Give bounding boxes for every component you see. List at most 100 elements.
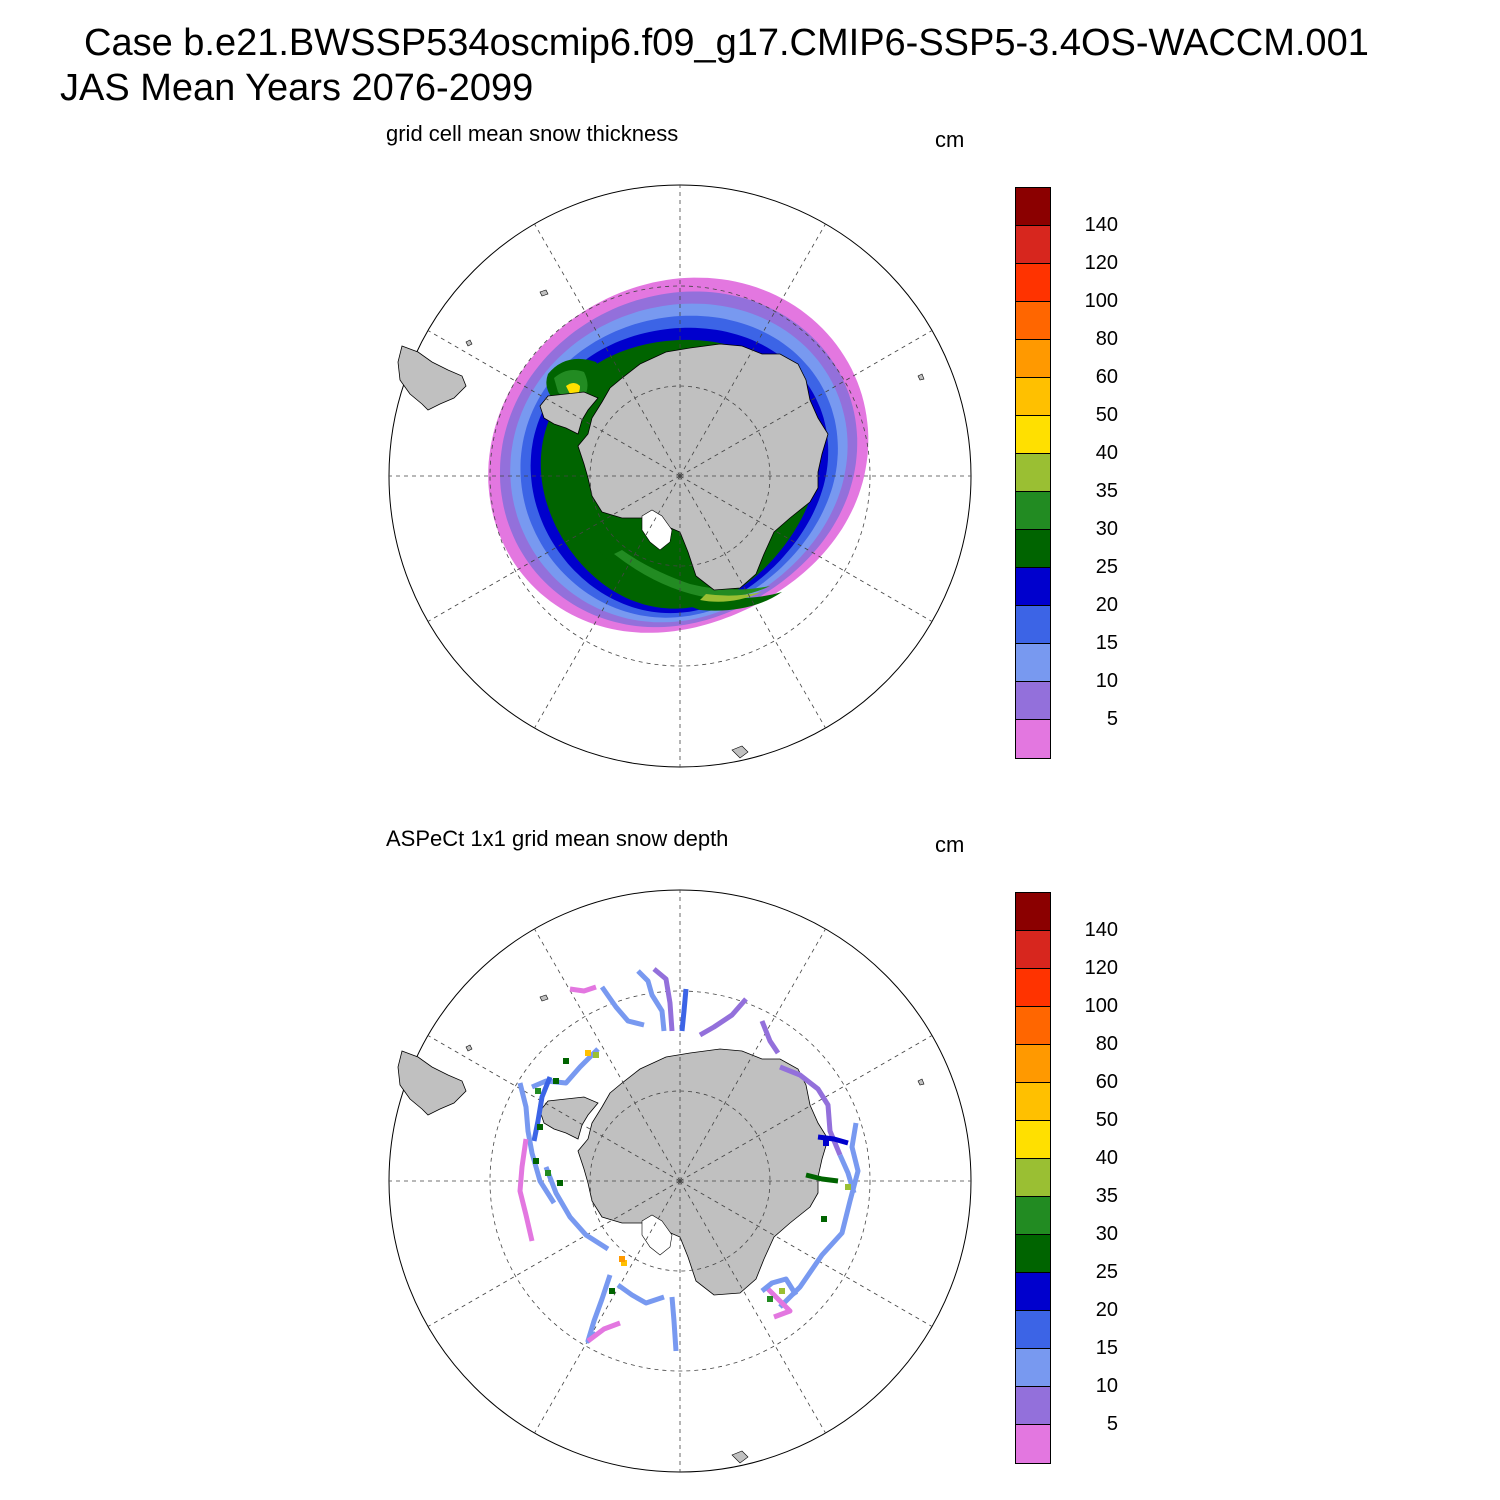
colorbar-tick-label: 140 [1084, 214, 1118, 236]
meridian-line [534, 1180, 681, 1434]
ship-track [679, 988, 689, 1032]
island-kerguelen [917, 373, 925, 381]
amundsen-very-thick-snow [614, 550, 770, 598]
antarctica-landmass [577, 343, 829, 591]
colorbar-tick-label: 100 [1084, 290, 1118, 312]
meridian-line [679, 475, 826, 729]
meridian-line [679, 223, 826, 477]
colorbar-tick-label: 140 [1084, 919, 1118, 941]
colorbar-tick-label: 15 [1095, 1337, 1118, 1359]
colorbar-swatch [1016, 1311, 1050, 1349]
colorbar-tick-label: 10 [1095, 1375, 1118, 1397]
ship-track [778, 1122, 861, 1309]
figure-title-season: JAS Mean Years 2076-2099 [60, 67, 534, 109]
observation-point [537, 1124, 543, 1130]
ship-track [817, 1134, 849, 1146]
colorbar-swatch [1016, 1349, 1050, 1387]
ship-track [652, 967, 675, 1032]
panel-1-units: cm [935, 127, 965, 152]
observation-point [767, 1296, 773, 1302]
colorbar-tick-label: 80 [1095, 328, 1118, 350]
meridian-line [427, 1180, 681, 1327]
colorbar-tick-label: 120 [1084, 252, 1118, 274]
ship-track [636, 969, 667, 1032]
observation-point [609, 1288, 615, 1294]
south-america-landmass [397, 345, 467, 411]
ship-track [531, 1047, 600, 1090]
ship-track [531, 1076, 553, 1142]
observation-point [563, 1058, 569, 1064]
colorbar-tick-label: 50 [1095, 1109, 1118, 1131]
colorbar-swatch [1016, 1425, 1050, 1463]
amundsen-thick-snow [596, 542, 782, 611]
colorbar-swatch [1016, 416, 1050, 454]
south-america-landmass [397, 1050, 467, 1116]
observation-point [533, 1158, 539, 1164]
colorbar-swatch [1016, 1159, 1050, 1197]
meridian-line [427, 330, 681, 477]
ship-track [805, 1172, 839, 1184]
ship-track [586, 1320, 621, 1343]
observation-point [557, 1180, 563, 1186]
meridian-line [679, 928, 826, 1182]
meridian-line [679, 1180, 933, 1327]
observation-point [619, 1256, 625, 1262]
colorbar-swatch [1016, 720, 1050, 758]
meridian-line [534, 928, 681, 1182]
colorbar-tick-label: 5 [1106, 708, 1118, 730]
colorbar-swatch [1016, 1121, 1050, 1159]
colorbar-tick-label: 20 [1095, 594, 1118, 616]
ross-ice-shelf [641, 1214, 673, 1256]
meridian-line [679, 330, 933, 477]
colorbar-tick-label: 25 [1095, 1261, 1118, 1283]
ship-track [517, 1082, 557, 1205]
antarctica-landmass [577, 1048, 829, 1296]
observation-point [821, 1216, 827, 1222]
colorbar-swatch [1016, 188, 1050, 226]
ship-track [517, 1138, 535, 1242]
colorbar-tick-label: 50 [1095, 404, 1118, 426]
colorbar-tick-label: 100 [1084, 995, 1118, 1017]
latitude-circle [489, 990, 871, 1372]
meridian-line [679, 1035, 933, 1182]
observation-point [553, 1078, 559, 1084]
colorbar-swatch [1016, 492, 1050, 530]
antarctic-peninsula [539, 1096, 599, 1140]
amundsen-peak-snow [700, 592, 762, 602]
new-zealand-tip [731, 1450, 749, 1464]
colorbar-swatch [1016, 454, 1050, 492]
colorbar-tick-label: 30 [1095, 518, 1118, 540]
colorbar-swatch [1016, 682, 1050, 720]
observation-point [621, 1260, 627, 1266]
colorbar-tick-label: 30 [1095, 1223, 1118, 1245]
colorbar-tick-label: 60 [1095, 1071, 1118, 1093]
ship-track [569, 984, 597, 994]
ship-track [766, 1287, 793, 1320]
meridian-line [427, 475, 681, 622]
antarctic-peninsula [539, 391, 599, 435]
colorbar-swatch [1016, 893, 1050, 931]
colorbar-swatch [1016, 644, 1050, 682]
observation-point [593, 1052, 599, 1058]
panel-2-colorbar [1015, 892, 1051, 1464]
observation-point [535, 1088, 541, 1094]
latitude-circle [489, 285, 871, 667]
new-zealand-tip [731, 745, 749, 759]
ship-track [543, 1166, 610, 1252]
colorbar-tick-label: 40 [1095, 1147, 1118, 1169]
colorbar-tick-label: 25 [1095, 556, 1118, 578]
panel-1-colorbar [1015, 187, 1051, 759]
ship-track [616, 1282, 665, 1306]
colorbar-tick-label: 10 [1095, 670, 1118, 692]
ross-ice-shelf [641, 509, 673, 551]
ship-track [599, 985, 645, 1028]
colorbar-tick-label: 120 [1084, 957, 1118, 979]
colorbar-swatch [1016, 1045, 1050, 1083]
island-falkland [465, 1044, 473, 1052]
ship-track [669, 1296, 679, 1352]
meridian-line [679, 475, 933, 622]
panel-2-polar-map [388, 889, 972, 1473]
island-falkland [465, 339, 473, 347]
panel-2-units: cm [935, 832, 965, 857]
colorbar-swatch [1016, 1007, 1050, 1045]
